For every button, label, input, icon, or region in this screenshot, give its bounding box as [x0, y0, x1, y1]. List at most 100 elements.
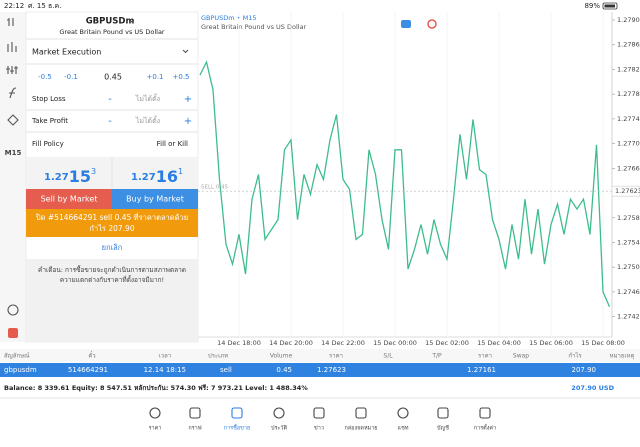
- tab-icon[interactable]: [313, 407, 325, 419]
- cancel-button[interactable]: ยกเลิก: [102, 243, 123, 252]
- execution-type[interactable]: Market Execution: [32, 48, 101, 57]
- battery-level: 89%: [584, 2, 600, 10]
- tab-label[interactable]: การตั้งค่า: [474, 424, 496, 432]
- symbol-description: Great Britain Pound vs US Dollar: [59, 28, 165, 36]
- cell: 12.14 18:15: [144, 366, 186, 374]
- warning-area: [26, 259, 198, 342]
- one-click-icon[interactable]: [401, 20, 411, 28]
- status-date: ศ. 15 ธ.ค.: [28, 2, 61, 10]
- cell: 0.45: [276, 366, 292, 374]
- icon-zoom[interactable]: [7, 304, 19, 316]
- tab-label[interactable]: การซื้อขาย: [224, 424, 250, 432]
- warning-text: คำเตือน: การซื้อขายจะถูกดำเนินการตามสภาพ…: [38, 265, 186, 274]
- tab-icon[interactable]: [479, 407, 491, 419]
- volume-value[interactable]: 0.45: [104, 73, 122, 82]
- x-tick-label: 15 Dec 08:00: [581, 339, 625, 347]
- tab-label[interactable]: ประวัติ: [271, 425, 287, 432]
- tab-bar: ราคา กราฟ การซื้อขาย ประวัติ ข่าว กล่องจดหมาย…: [149, 407, 496, 432]
- y-tick-label: 1.27740: [617, 115, 640, 123]
- take-profit-minus[interactable]: -: [108, 116, 112, 127]
- tab-label[interactable]: แชท: [398, 425, 409, 432]
- sell-button-label[interactable]: Sell by Market: [41, 195, 98, 204]
- y-tick-label: 1.27820: [617, 65, 640, 73]
- chart-title: GBPUSDm • M15: [201, 14, 256, 22]
- tab-label[interactable]: ราคา: [149, 426, 162, 432]
- column-header: ราคา: [478, 353, 492, 360]
- tab-icon[interactable]: [397, 407, 409, 419]
- account-total: 207.90 USD: [571, 384, 614, 392]
- column-header: ประเภท: [208, 353, 228, 360]
- sell-button[interactable]: [26, 189, 112, 209]
- tab-label[interactable]: กราฟ: [188, 425, 201, 432]
- icon-function[interactable]: [9, 87, 17, 99]
- tab-icon[interactable]: [355, 407, 367, 419]
- y-tick-label: 1.27460: [617, 288, 640, 296]
- toolbar-icons[interactable]: [6, 18, 19, 338]
- volume-plus-small[interactable]: +0.1: [147, 73, 164, 81]
- tab-icon[interactable]: [437, 407, 449, 419]
- tab-icon[interactable]: [149, 407, 161, 419]
- close-button[interactable]: [26, 209, 198, 237]
- price-box: [611, 185, 640, 197]
- x-tick-label: 14 Dec 20:00: [269, 339, 313, 347]
- battery-fill: [604, 4, 615, 8]
- tab-label[interactable]: บัญชี: [437, 425, 449, 432]
- fill-policy-label: Fill Policy: [32, 140, 64, 148]
- depth-icon[interactable]: [427, 19, 437, 29]
- warning-text: ความแตกต่างกับราคาที่ตั้งอาจมีมาก!: [60, 275, 164, 284]
- column-header: เวลา: [159, 353, 171, 360]
- take-profit-plus[interactable]: +: [184, 116, 192, 127]
- tab-label[interactable]: กล่องจดหมาย: [344, 426, 377, 432]
- tab-icon[interactable]: [231, 407, 243, 419]
- tab-label[interactable]: ข่าว: [314, 426, 324, 432]
- account-summary: Balance: 8 339.61 Equity: 8 547.51 หลักป…: [4, 384, 308, 392]
- column-header: S/L: [383, 353, 393, 360]
- buy-button-label[interactable]: Buy by Market: [126, 195, 184, 204]
- stop-loss-value[interactable]: ไม่ได้ตั้ง: [135, 92, 160, 103]
- cell: 514664291: [68, 366, 108, 374]
- symbol[interactable]: GBPUSDm: [86, 17, 135, 27]
- tab-icon[interactable]: [189, 407, 201, 419]
- y-tick-label: 1.27860: [617, 41, 640, 49]
- timeframe[interactable]: M15: [5, 149, 22, 157]
- take-profit-value[interactable]: ไม่ได้ตั้ง: [135, 114, 160, 125]
- cell: gbpusdm: [4, 366, 37, 374]
- icon-candles[interactable]: [7, 42, 17, 52]
- column-header: T/P: [431, 353, 442, 360]
- column-header: Swap: [513, 353, 529, 360]
- column-header: Volume: [270, 353, 293, 360]
- chart: 1.27900 1.27860 1.27820 1.27780 1.27740 1.277…: [198, 12, 640, 347]
- position-row[interactable]: [0, 363, 640, 377]
- position-cells: gbpusdm 514664291 12.14 18:15 sell 0.45 …: [4, 366, 596, 374]
- cell: sell: [220, 366, 232, 374]
- cell: 1.27623: [317, 366, 346, 374]
- fill-policy-value[interactable]: Fill or Kill: [157, 140, 188, 148]
- volume-minus-big[interactable]: -0.5: [38, 73, 52, 81]
- icon-indicators[interactable]: [6, 66, 18, 74]
- y-tick-label: 1.27900: [617, 16, 640, 24]
- icon-crosshair[interactable]: [7, 18, 14, 26]
- icon-trade[interactable]: [8, 328, 18, 338]
- close-button-label[interactable]: กำไร 207.90: [89, 224, 134, 233]
- buy-price: 1.27161: [131, 167, 183, 186]
- cell: 1.27161: [467, 366, 496, 374]
- volume-plus-big[interactable]: +0.5: [173, 73, 190, 81]
- buy-button[interactable]: [112, 189, 198, 209]
- tab-icon[interactable]: [273, 407, 285, 419]
- volume-minus-small[interactable]: -0.1: [64, 73, 78, 81]
- column-header: หมายเหตุ: [610, 353, 635, 360]
- price-box-label: 1.27623: [615, 187, 640, 195]
- y-tick-label: 1.27580: [617, 214, 640, 222]
- column-header: กำไร: [568, 352, 582, 360]
- column-header: ตั๋ว: [88, 350, 95, 359]
- y-tick-label: 1.27540: [617, 238, 640, 246]
- stop-loss-plus[interactable]: +: [184, 94, 192, 105]
- stop-loss-minus[interactable]: -: [108, 94, 112, 105]
- close-button-label[interactable]: ปิด #514664291 sell 0.45 ที่ราคาตลาดด้วย: [35, 212, 188, 222]
- icon-objects[interactable]: [7, 114, 19, 126]
- x-tick-label: 14 Dec 18:00: [217, 339, 261, 347]
- column-header: สัญลักษณ์: [4, 352, 30, 360]
- x-tick-label: 15 Dec 06:00: [529, 339, 573, 347]
- symbol-chevron: [129, 19, 135, 23]
